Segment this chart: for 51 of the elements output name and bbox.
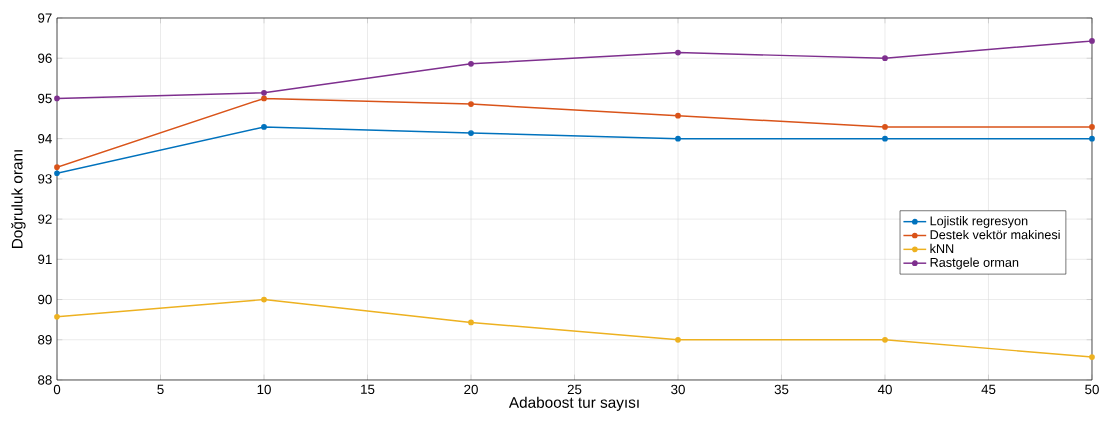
y-tick-label: 89 (38, 335, 52, 345)
legend-label: Rastgele orman (930, 257, 1019, 270)
point (261, 89, 267, 96)
point (1089, 124, 1095, 130)
point (54, 95, 60, 102)
x-tick-label: 30 (671, 384, 685, 395)
point (1089, 135, 1095, 142)
point (675, 49, 681, 56)
y-tick-label: 97 (38, 13, 52, 23)
point (261, 124, 267, 130)
x-tick-label: 50 (1085, 384, 1099, 395)
point (54, 170, 60, 177)
y-tick-label: 94 (38, 133, 52, 144)
x-tick-label: 15 (361, 384, 375, 394)
point (468, 319, 474, 326)
y-tick-label: 96 (38, 53, 52, 63)
x-tick-label: 20 (464, 384, 478, 395)
point (675, 336, 681, 343)
point (261, 95, 267, 102)
point (468, 101, 474, 107)
x-tick-label: 45 (981, 384, 996, 394)
x-tick-label: 35 (774, 384, 789, 395)
legend-label: Destek vektör makinesi (930, 229, 1060, 240)
point (468, 60, 474, 67)
legend-label: Lojistik regresyon (930, 216, 1028, 228)
point (261, 296, 267, 303)
y-tick-label: 92 (38, 214, 52, 224)
y-tick-label: 95 (38, 93, 52, 104)
point (54, 313, 60, 320)
point (468, 130, 474, 136)
x-tick-label: 25 (567, 384, 582, 395)
x-axis-title: Adaboost tur sayısı (508, 396, 639, 411)
point (882, 135, 888, 142)
y-tick-label: 88 (38, 375, 52, 385)
x-tick-label: 40 (877, 384, 892, 395)
y-tick-label: 91 (38, 254, 52, 265)
point (882, 336, 888, 343)
x-tick-label: 0 (53, 384, 61, 395)
point (1089, 354, 1095, 360)
x-tick-label: 10 (257, 384, 271, 395)
point (675, 135, 681, 142)
y-axis-title: Doğruluk oranı (11, 150, 26, 249)
y-tick-label: 90 (38, 294, 52, 305)
y-tick-label: 93 (38, 174, 52, 184)
point (54, 164, 60, 171)
point (882, 124, 888, 130)
legend-label: kNN (930, 243, 954, 253)
x-tick-label: 5 (157, 384, 164, 394)
point (882, 55, 888, 62)
point (675, 112, 681, 119)
point (1089, 38, 1095, 44)
